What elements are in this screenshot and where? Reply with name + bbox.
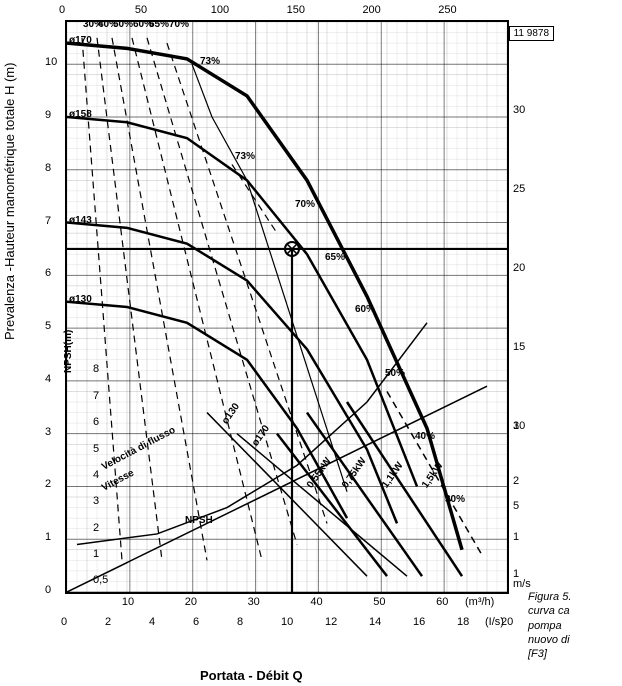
tick-label: 20: [513, 262, 525, 274]
tick-label: 7: [45, 215, 51, 227]
tick-label: 16: [413, 616, 425, 628]
tick-label: 1: [93, 548, 99, 560]
chart-annotation: 65%: [149, 19, 169, 30]
tick-label: 1: [45, 531, 51, 543]
chart-annotation: 30%: [445, 494, 465, 505]
chart-annotation: 73%: [235, 151, 255, 162]
tick-label: (I/s): [485, 616, 504, 628]
chart-annotation: 50%: [113, 19, 133, 30]
chart-annotation: ø170: [69, 35, 92, 46]
chart-annotation: 65%: [325, 252, 345, 263]
tick-label: 6: [93, 416, 99, 428]
tick-label: 3: [513, 420, 519, 432]
tick-label: 30: [513, 104, 525, 116]
chart-annotation: 60%: [355, 304, 375, 315]
tick-label: 3: [93, 495, 99, 507]
tick-label: 100: [211, 4, 229, 16]
caption-line: pompa: [528, 620, 562, 632]
tick-label: 10: [122, 596, 134, 608]
tick-label: 0: [59, 4, 65, 16]
chart-annotation: ø130: [69, 294, 92, 305]
tick-label: 150: [287, 4, 305, 16]
tick-label: 2: [105, 616, 111, 628]
chart-annotation: ø158: [69, 109, 92, 120]
chart-annotation: 50%: [385, 368, 405, 379]
x-axis-label: Portata - Débit Q: [200, 668, 303, 683]
tick-label: 8: [93, 363, 99, 375]
chart-annotation: 70%: [295, 199, 315, 210]
tick-label: 12: [325, 616, 337, 628]
y-axis-label: Prevalenza -Hauteur manométrique totale …: [2, 63, 17, 340]
chart-annotation: ø143: [69, 215, 92, 226]
tick-label: 40: [310, 596, 322, 608]
tick-label: 4: [149, 616, 155, 628]
tick-label: 10: [281, 616, 293, 628]
chart-annotation: NPSH(m): [63, 330, 74, 373]
tick-label: 50: [135, 4, 147, 16]
chart-annotation: NPSH: [185, 515, 213, 526]
tick-label: 250: [438, 4, 456, 16]
tick-label: 25: [513, 183, 525, 195]
tick-label: 0: [61, 616, 67, 628]
tick-label: 2: [513, 475, 519, 487]
page: Prevalenza -Hauteur manométrique totale …: [0, 0, 622, 686]
chart-annotation: 40%: [415, 431, 435, 442]
tick-label: 20: [185, 596, 197, 608]
tick-label: 18: [457, 616, 469, 628]
tick-label: 2: [45, 478, 51, 490]
tick-label: 3: [45, 426, 51, 438]
pump-chart-plot: [65, 20, 509, 594]
tick-label: 1: [513, 531, 519, 543]
caption-line: [F3]: [528, 648, 547, 660]
caption-line: curva ca: [528, 605, 570, 617]
tick-label: 6: [193, 616, 199, 628]
tick-label: 8: [45, 162, 51, 174]
tick-label: 6: [45, 267, 51, 279]
chart-id-box: 11 9878: [509, 26, 554, 41]
tick-label: 2: [93, 522, 99, 534]
tick-label: 200: [362, 4, 380, 16]
tick-label: 0: [45, 584, 51, 596]
tick-label: 0,5: [93, 574, 108, 586]
tick-label: 10: [45, 56, 57, 68]
tick-label: 5: [93, 443, 99, 455]
tick-label: 4: [93, 469, 99, 481]
chart-annotation: 73%: [200, 56, 220, 67]
chart-annotation: 70%: [169, 19, 189, 30]
caption-line: Figura 5.: [528, 591, 571, 603]
tick-label: m/s: [513, 578, 531, 590]
tick-label: 15: [513, 341, 525, 353]
caption-line: nuovo di: [528, 634, 570, 646]
tick-label: 30: [248, 596, 260, 608]
tick-label: 4: [45, 373, 51, 385]
tick-label: 5: [513, 500, 519, 512]
tick-label: (m³/h): [465, 596, 494, 608]
tick-label: 8: [237, 616, 243, 628]
curve-svg: [67, 22, 507, 592]
tick-label: 60: [436, 596, 448, 608]
tick-label: 50: [373, 596, 385, 608]
figure-caption: Figura 5. curva ca pompa nuovo di [F3]: [528, 590, 571, 661]
tick-label: 9: [45, 109, 51, 121]
tick-label: 14: [369, 616, 381, 628]
tick-label: 7: [93, 390, 99, 402]
tick-label: 5: [45, 320, 51, 332]
